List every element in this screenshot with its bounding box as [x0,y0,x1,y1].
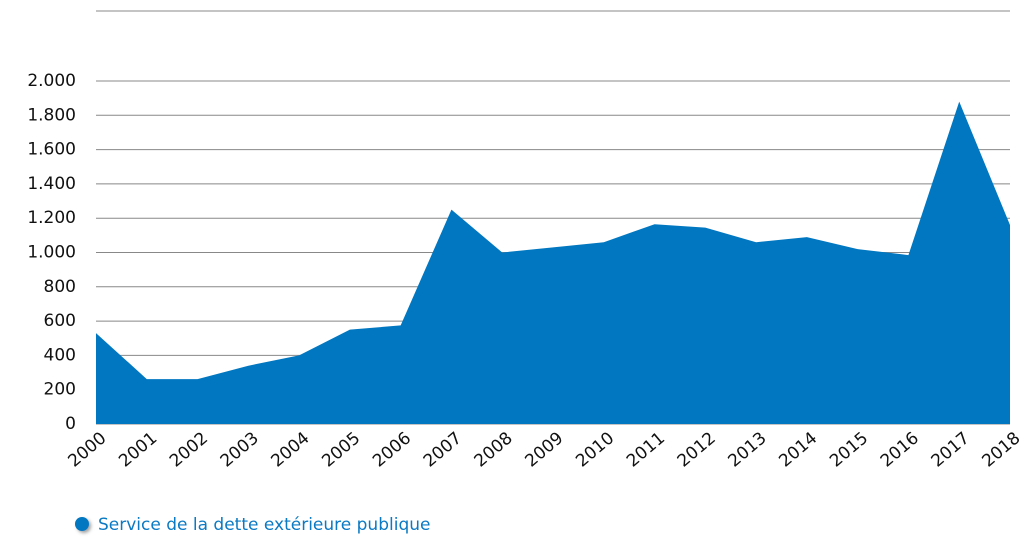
x-tick-label: 2001 [115,428,161,471]
area [96,101,1010,424]
y-tick-label: 1.400 [27,174,76,194]
x-tick-label: 2000 [64,428,110,471]
x-tick-label: 2018 [978,428,1024,471]
y-tick-label: 1.800 [27,105,76,125]
x-tick-label: 2014 [775,428,821,471]
x-tick-label: 2009 [521,428,567,471]
x-tick-label: 2002 [166,428,212,471]
x-tick-label: 2008 [471,428,517,471]
x-tick-label: 2016 [877,428,923,471]
y-tick-label: 600 [44,311,76,331]
x-tick-label: 2010 [572,428,618,471]
x-tick-label: 2012 [674,428,720,471]
y-tick-label: 200 [44,380,76,400]
x-tick-label: 2007 [420,428,466,471]
y-tick-label: 800 [44,277,76,297]
x-tick-label: 2011 [623,428,669,471]
y-tick-label: 400 [44,345,76,365]
y-tick-label: 1.000 [27,243,76,263]
legend-label: Service de la dette extérieure publique [98,515,430,535]
x-tick-label: 2015 [826,428,872,471]
x-tick-label: 2006 [369,428,415,471]
y-tick-label: 1.600 [27,140,76,160]
x-tick-label: 2005 [318,428,364,471]
x-tick-label: 2004 [268,428,314,471]
plot [96,101,1010,424]
x-tick-label: 2013 [725,428,771,471]
y-tick-label: 0 [65,414,76,434]
y-tick-label: 1.200 [27,208,76,228]
legend-marker [75,517,89,531]
x-tick-label: 2003 [217,428,263,471]
y-tick-label: 2.000 [27,71,76,91]
x-tick-label: 2017 [928,428,974,471]
